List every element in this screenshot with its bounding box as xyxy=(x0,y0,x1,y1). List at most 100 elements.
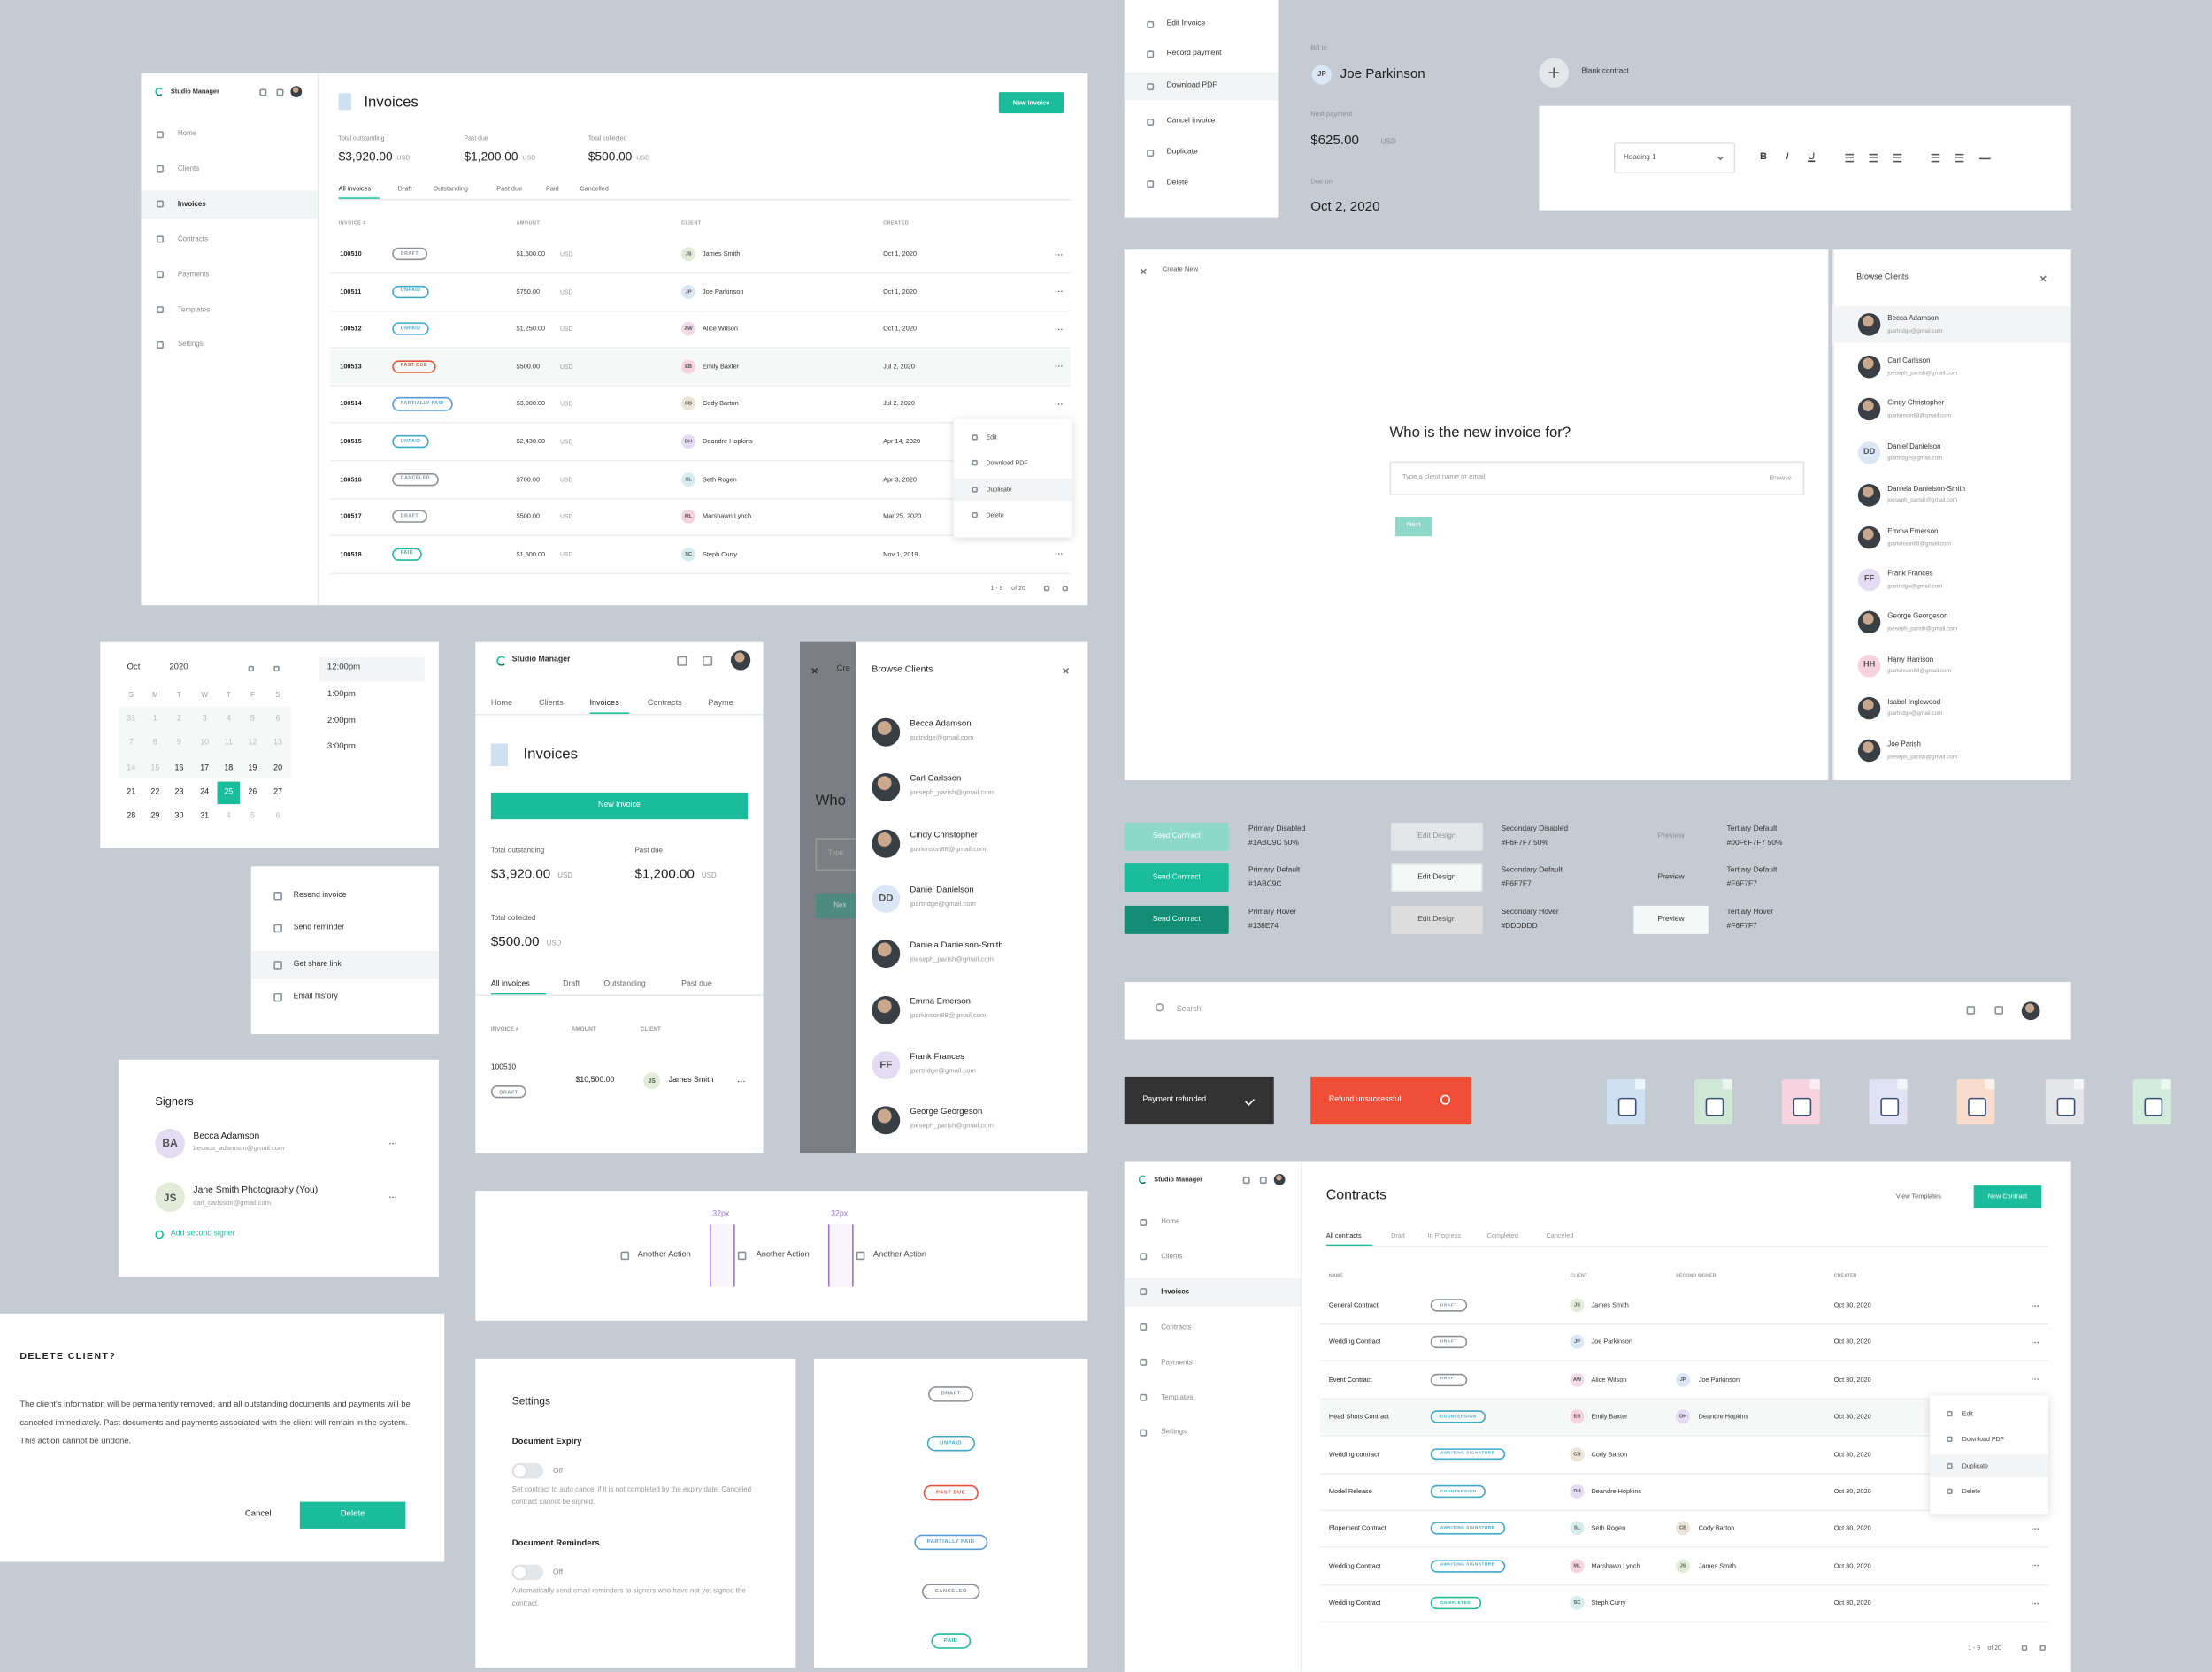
year-select[interactable]: 2020 xyxy=(169,663,188,672)
calendar-day[interactable]: 4 xyxy=(226,812,231,821)
calendar-day[interactable]: 9 xyxy=(176,739,181,748)
calendar-day[interactable]: 11 xyxy=(224,739,233,748)
menu-item[interactable]: Get share link xyxy=(293,960,342,970)
nav-item[interactable]: Clients xyxy=(1161,1253,1183,1262)
menu-item[interactable]: Cancel invoice xyxy=(1166,117,1216,126)
blank-contract[interactable]: Blank contract xyxy=(1581,67,1629,76)
bold-button[interactable]: B xyxy=(1759,151,1768,163)
nav-item[interactable]: Invoices xyxy=(177,200,206,209)
state-button[interactable] xyxy=(1633,905,1709,934)
new-invoice-button[interactable]: New Invoice xyxy=(490,792,749,819)
nav-item[interactable]: Templates xyxy=(177,305,211,314)
view-templates[interactable]: View Templates xyxy=(1895,1193,1941,1200)
next-button[interactable]: Next xyxy=(1394,516,1432,536)
add-signer[interactable]: Add second signer xyxy=(170,1230,235,1239)
calendar-day[interactable]: 2 xyxy=(176,715,181,724)
calendar-day[interactable]: 31 xyxy=(200,812,210,821)
nav-item[interactable]: Templates xyxy=(1161,1392,1194,1402)
delete-button[interactable]: Delete xyxy=(299,1501,406,1530)
calendar-day[interactable]: 12 xyxy=(248,739,257,748)
nav-item[interactable]: Home xyxy=(177,129,197,139)
calendar-day[interactable]: 26 xyxy=(248,787,257,797)
state-button[interactable] xyxy=(1391,822,1483,851)
nav-item[interactable]: Settings xyxy=(177,340,204,349)
nav-item[interactable]: Home xyxy=(1161,1217,1180,1226)
calendar-day[interactable]: 18 xyxy=(224,763,234,772)
time-option[interactable]: 1:00pm xyxy=(326,690,356,699)
calendar-day[interactable]: 28 xyxy=(127,812,136,821)
action-link[interactable]: Another Action xyxy=(756,1250,810,1260)
menu-item[interactable]: Delete xyxy=(1962,1487,1981,1495)
calendar-day[interactable]: 8 xyxy=(152,739,157,748)
nav-item[interactable]: Settings xyxy=(1161,1428,1187,1438)
nav-item[interactable]: Payments xyxy=(1161,1358,1193,1367)
filter-tab[interactable]: Past due xyxy=(496,185,523,193)
time-option[interactable]: 2:00pm xyxy=(326,717,356,725)
calendar-day[interactable]: 21 xyxy=(127,787,136,797)
calendar-day[interactable]: 22 xyxy=(150,787,160,797)
filter-tab[interactable]: Paid xyxy=(546,185,559,193)
nav-item[interactable]: Clients xyxy=(177,165,200,173)
calendar-day[interactable]: 10 xyxy=(200,739,210,748)
menu-item[interactable]: Download PDF xyxy=(1962,1435,2004,1443)
filter-tab[interactable]: Outstanding xyxy=(603,979,646,989)
calendar-day[interactable]: 15 xyxy=(150,763,160,772)
calendar-day[interactable]: 1 xyxy=(152,715,157,724)
menu-item[interactable]: Resend invoice xyxy=(293,891,347,901)
nav-item[interactable]: Contracts xyxy=(177,234,209,244)
calendar-day[interactable]: 30 xyxy=(174,812,184,821)
calendar-day[interactable]: 6 xyxy=(275,715,280,724)
calendar-day[interactable]: 7 xyxy=(128,739,134,748)
nav-tab[interactable]: Clients xyxy=(539,699,564,708)
menu-item[interactable]: Download PDF xyxy=(1166,81,1217,90)
menu-item[interactable]: Download PDF xyxy=(986,458,1028,466)
italic-button[interactable]: I xyxy=(1786,151,1789,163)
filter-tab[interactable]: Past due xyxy=(681,979,712,989)
nav-tab[interactable]: Home xyxy=(490,699,513,708)
month-select[interactable]: Oct xyxy=(127,663,141,672)
calendar-day[interactable]: 4 xyxy=(226,715,231,724)
filter-tab[interactable]: Draft xyxy=(397,185,412,193)
calendar-day[interactable]: 20 xyxy=(273,763,283,772)
menu-item[interactable]: Record payment xyxy=(1166,49,1222,58)
calendar-day[interactable]: 23 xyxy=(174,787,184,797)
nav-item[interactable]: Payments xyxy=(177,270,210,280)
time-option[interactable]: 3:00pm xyxy=(326,743,356,752)
calendar-day[interactable]: 31 xyxy=(127,715,136,724)
menu-item[interactable]: Edit xyxy=(986,433,997,441)
filter-tab[interactable]: All contracts xyxy=(1325,1231,1362,1239)
client-input[interactable] xyxy=(1389,461,1805,495)
filter-tab[interactable]: All invoices xyxy=(338,185,372,193)
calendar-day[interactable]: 19 xyxy=(248,763,257,772)
state-button[interactable] xyxy=(1124,863,1229,893)
new-contract-button[interactable]: New Contract xyxy=(1973,1185,2041,1208)
menu-item[interactable]: Delete xyxy=(986,510,1004,518)
calendar-day[interactable]: 16 xyxy=(174,763,184,772)
state-button[interactable] xyxy=(1124,822,1229,851)
underline-button[interactable]: U xyxy=(1808,151,1816,163)
nav-item[interactable]: Contracts xyxy=(1161,1323,1192,1332)
filter-tab[interactable]: Draft xyxy=(563,979,580,989)
nav-item[interactable]: Invoices xyxy=(1161,1287,1190,1297)
menu-item[interactable]: Delete xyxy=(1166,179,1188,188)
state-button[interactable] xyxy=(1391,905,1483,934)
menu-item[interactable]: Duplicate xyxy=(1166,148,1198,157)
filter-tab[interactable]: Outstanding xyxy=(433,185,468,193)
filter-tab[interactable]: In Progress xyxy=(1427,1231,1462,1239)
action-link[interactable]: Another Action xyxy=(872,1250,927,1260)
calendar-day[interactable]: 27 xyxy=(273,787,283,797)
calendar-day[interactable]: 17 xyxy=(200,763,210,772)
filter-tab[interactable]: Completed xyxy=(1486,1231,1518,1239)
nav-tab[interactable]: Invoices xyxy=(589,699,619,708)
menu-item[interactable]: Duplicate xyxy=(1962,1461,1989,1469)
new-invoice-button[interactable]: New Invoice xyxy=(998,92,1064,114)
action-link[interactable]: Another Action xyxy=(637,1250,691,1260)
menu-item[interactable]: Duplicate xyxy=(986,486,1012,494)
calendar-day[interactable]: 5 xyxy=(250,715,255,724)
style-select[interactable] xyxy=(1613,142,1736,174)
calendar-day[interactable]: 5 xyxy=(250,812,255,821)
menu-item[interactable]: Email history xyxy=(293,993,338,1001)
calendar-day[interactable]: 14 xyxy=(127,763,136,772)
nav-tab[interactable]: Contracts xyxy=(647,699,682,708)
calendar-day[interactable]: 6 xyxy=(275,812,280,821)
